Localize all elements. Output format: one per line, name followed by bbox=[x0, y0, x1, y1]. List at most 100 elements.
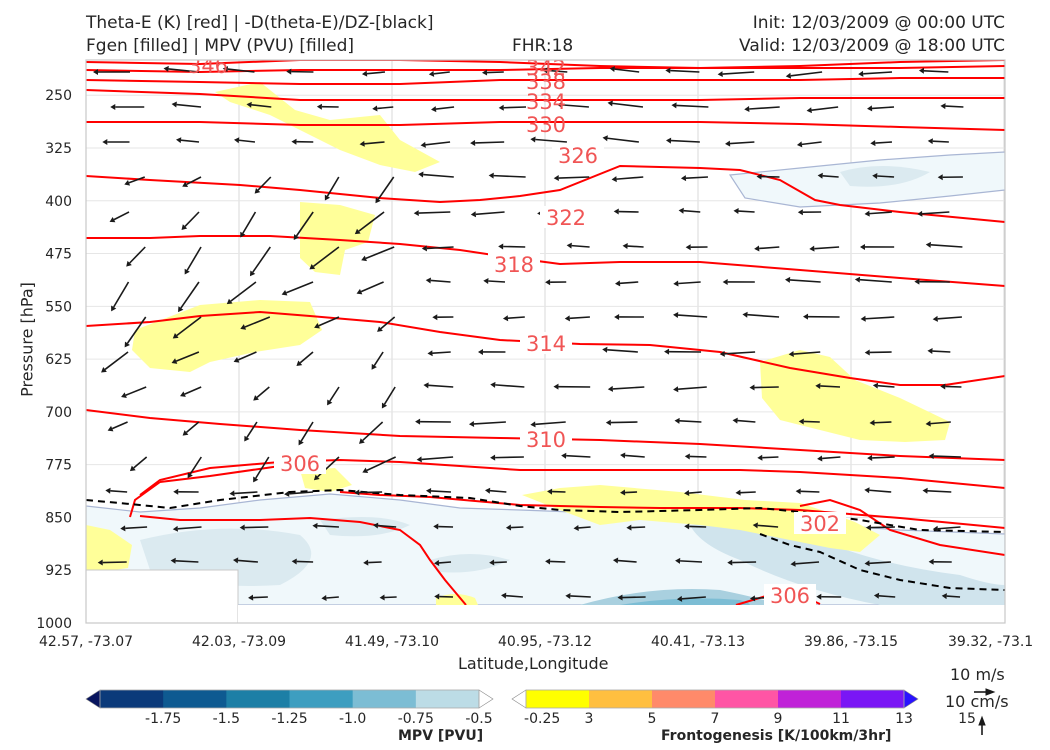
wind-vector-head bbox=[867, 454, 873, 461]
wind-vector bbox=[685, 176, 708, 179]
wind-vector-head bbox=[854, 276, 861, 283]
wind-vector bbox=[176, 316, 202, 337]
wind-vector bbox=[180, 139, 200, 143]
wind-vector-head bbox=[423, 382, 429, 389]
wind-vector-head bbox=[732, 417, 738, 424]
wind-vector bbox=[510, 526, 524, 529]
wind-vector-head bbox=[470, 211, 477, 218]
wind-vector-head bbox=[291, 138, 297, 145]
wind-vector-head bbox=[359, 140, 365, 147]
wind-vector bbox=[681, 596, 706, 600]
wind-vector bbox=[102, 561, 127, 564]
wind-vector-head bbox=[684, 490, 690, 497]
wind-vector-head bbox=[434, 559, 440, 566]
wind-vector-head bbox=[611, 176, 617, 183]
wind-vector bbox=[683, 209, 701, 213]
wind-vector bbox=[495, 384, 525, 388]
wind-vector bbox=[749, 106, 780, 110]
colorbar-tick-label: 7 bbox=[711, 711, 720, 727]
wind-vector-head bbox=[872, 382, 879, 389]
wind-vector-head bbox=[173, 488, 179, 495]
y-tick-label: 925 bbox=[45, 563, 72, 579]
wind-vector-head bbox=[314, 322, 320, 329]
wind-vector-head bbox=[556, 101, 563, 108]
wind-vector-head bbox=[542, 67, 548, 74]
wind-vector bbox=[570, 595, 591, 598]
wind-vector-head bbox=[796, 141, 803, 148]
wind-vector bbox=[558, 176, 590, 179]
wind-vector-head bbox=[859, 243, 865, 250]
wind-vector-head bbox=[620, 489, 626, 496]
wind-vector-head bbox=[490, 381, 496, 388]
colorbar-tick-label: 9 bbox=[774, 711, 783, 727]
wind-vector-head bbox=[105, 487, 111, 494]
wind-vector bbox=[110, 489, 128, 493]
wind-vector bbox=[358, 211, 385, 232]
wind-vector-head bbox=[602, 135, 608, 142]
wind-vector-head bbox=[425, 487, 432, 494]
wind-vector bbox=[184, 386, 202, 395]
wind-vector bbox=[507, 316, 525, 320]
wind-vector-head bbox=[671, 102, 677, 109]
wind-vector-head bbox=[102, 139, 108, 145]
wind-vector-head bbox=[553, 175, 559, 182]
header-init: Init: 12/03/2009 @ 00:00 UTC bbox=[752, 13, 1005, 33]
wind-vector-head bbox=[432, 314, 438, 321]
colorbar-segment bbox=[352, 690, 417, 708]
wind-vector-head bbox=[573, 524, 579, 531]
wind-vector bbox=[364, 141, 385, 145]
wind-vector bbox=[801, 141, 822, 146]
wind-vector-head bbox=[607, 385, 614, 392]
wind-vector bbox=[722, 71, 755, 75]
wind-vector-head bbox=[928, 453, 934, 460]
wind-vector-head bbox=[483, 278, 489, 284]
wind-vector-head bbox=[171, 358, 178, 364]
wind-vector-head bbox=[937, 174, 943, 181]
wind-vector-head bbox=[867, 105, 873, 112]
wind-vector bbox=[877, 175, 895, 178]
theta-e-contour-label: 322 bbox=[546, 206, 586, 230]
wind-vector bbox=[724, 351, 756, 355]
wind-vector-head bbox=[413, 210, 419, 217]
wind-vector-head bbox=[354, 228, 361, 235]
wind-vector-head bbox=[665, 67, 671, 74]
wind-vector bbox=[547, 69, 568, 73]
wind-vector bbox=[111, 421, 128, 430]
wind-vector bbox=[428, 384, 454, 388]
wind-vector-head bbox=[673, 280, 679, 287]
wind-vector bbox=[251, 104, 272, 108]
wind-vector bbox=[113, 211, 130, 221]
wind-vector bbox=[571, 244, 590, 248]
colorbar-tick-label: 13 bbox=[895, 711, 913, 727]
wind-vector-head bbox=[547, 488, 553, 495]
wind-vector bbox=[811, 106, 839, 111]
wind-vectors bbox=[93, 65, 964, 602]
wind-vector bbox=[503, 106, 527, 109]
wind-vector-head bbox=[324, 194, 331, 201]
contour-label-bg bbox=[764, 584, 816, 606]
wind-vector-head bbox=[171, 101, 177, 108]
wind-vector bbox=[875, 141, 893, 144]
wind-vector bbox=[729, 141, 755, 145]
wind-vector bbox=[822, 174, 839, 178]
wind-vector-head bbox=[298, 439, 304, 446]
wind-vector bbox=[377, 176, 395, 200]
wind-vector-head bbox=[477, 348, 483, 355]
wind-vector bbox=[317, 525, 339, 528]
wind-vector bbox=[246, 421, 258, 438]
wind-vector-head bbox=[612, 557, 619, 564]
wind-vector bbox=[870, 526, 895, 529]
wind-vector-head bbox=[428, 70, 435, 77]
wind-vector bbox=[433, 71, 450, 75]
wind-vector bbox=[927, 489, 952, 493]
fgen-blob-7 bbox=[86, 525, 132, 572]
theta-e-line-330 bbox=[86, 121, 1005, 131]
colorbar-tick-label: -0.5 bbox=[465, 711, 492, 727]
contour-label-bg bbox=[488, 253, 540, 275]
y-tick-label: 475 bbox=[45, 247, 72, 263]
wind-vector-head bbox=[530, 136, 536, 143]
wind-vector-head bbox=[107, 425, 114, 432]
theta-e-contour-label: 302 bbox=[800, 512, 840, 536]
y-tick-label: 700 bbox=[45, 405, 72, 421]
contour-label-bg bbox=[274, 452, 326, 474]
